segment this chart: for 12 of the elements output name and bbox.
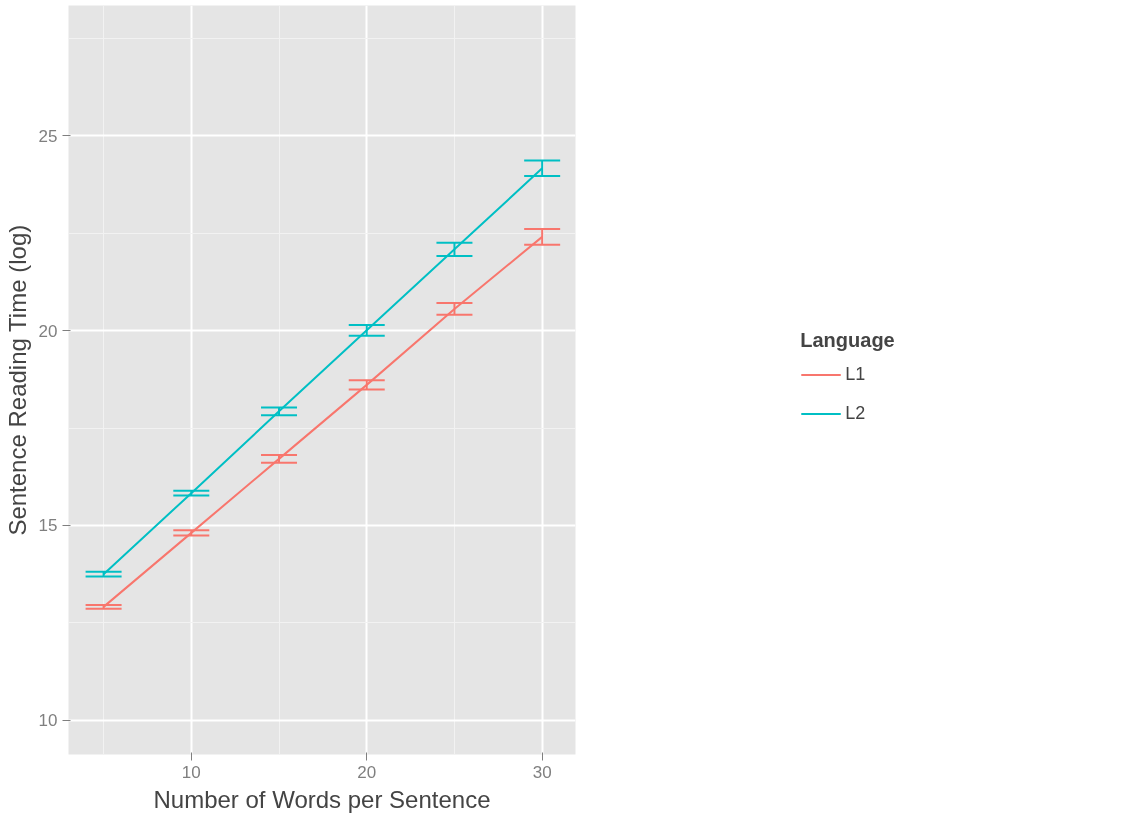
legend-title: Language [800, 328, 895, 351]
y-tick-label: 25 [38, 126, 58, 146]
legend-label: L1 [845, 363, 866, 385]
x-tick-label: 30 [532, 762, 552, 782]
y-tick-label: 20 [38, 321, 58, 341]
x-tick-label: 10 [181, 762, 201, 782]
y-tick-label: 15 [38, 516, 58, 536]
y-axis-title: Sentence Reading Time (log) [3, 224, 31, 536]
legend-label: L2 [845, 402, 866, 424]
x-axis-title: Number of Words per Sentence [153, 785, 491, 813]
y-tick-label: 10 [38, 711, 58, 731]
x-tick-label: 20 [357, 762, 377, 782]
